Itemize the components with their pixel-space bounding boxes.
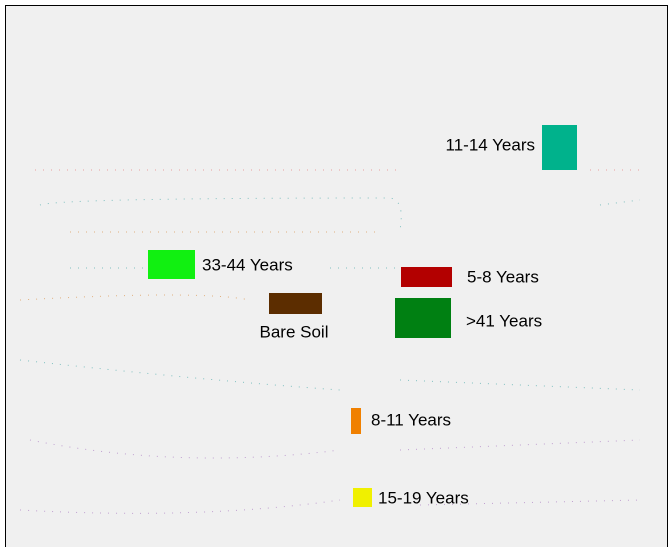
legend-label: Bare Soil (260, 322, 329, 341)
contour-dots (19, 169, 641, 514)
legend: 11-14 Years 33-44 Years 5-8 Years >41 Ye… (148, 125, 577, 507)
legend-label: 8-11 Years (371, 410, 451, 429)
legend-label: >41 Years (466, 311, 542, 330)
legend-label: 33-44 Years (202, 255, 293, 274)
swatch (542, 125, 577, 170)
swatch (269, 293, 322, 314)
swatch (401, 267, 452, 287)
legend-label: 15-19 Years (378, 488, 469, 507)
legend-label: 5-8 Years (467, 267, 539, 286)
swatch (353, 488, 372, 507)
legend-label: 11-14 Years (446, 135, 535, 154)
swatch (351, 408, 361, 434)
swatch (148, 250, 195, 279)
swatch (395, 298, 451, 338)
map-frame (5, 5, 668, 551)
